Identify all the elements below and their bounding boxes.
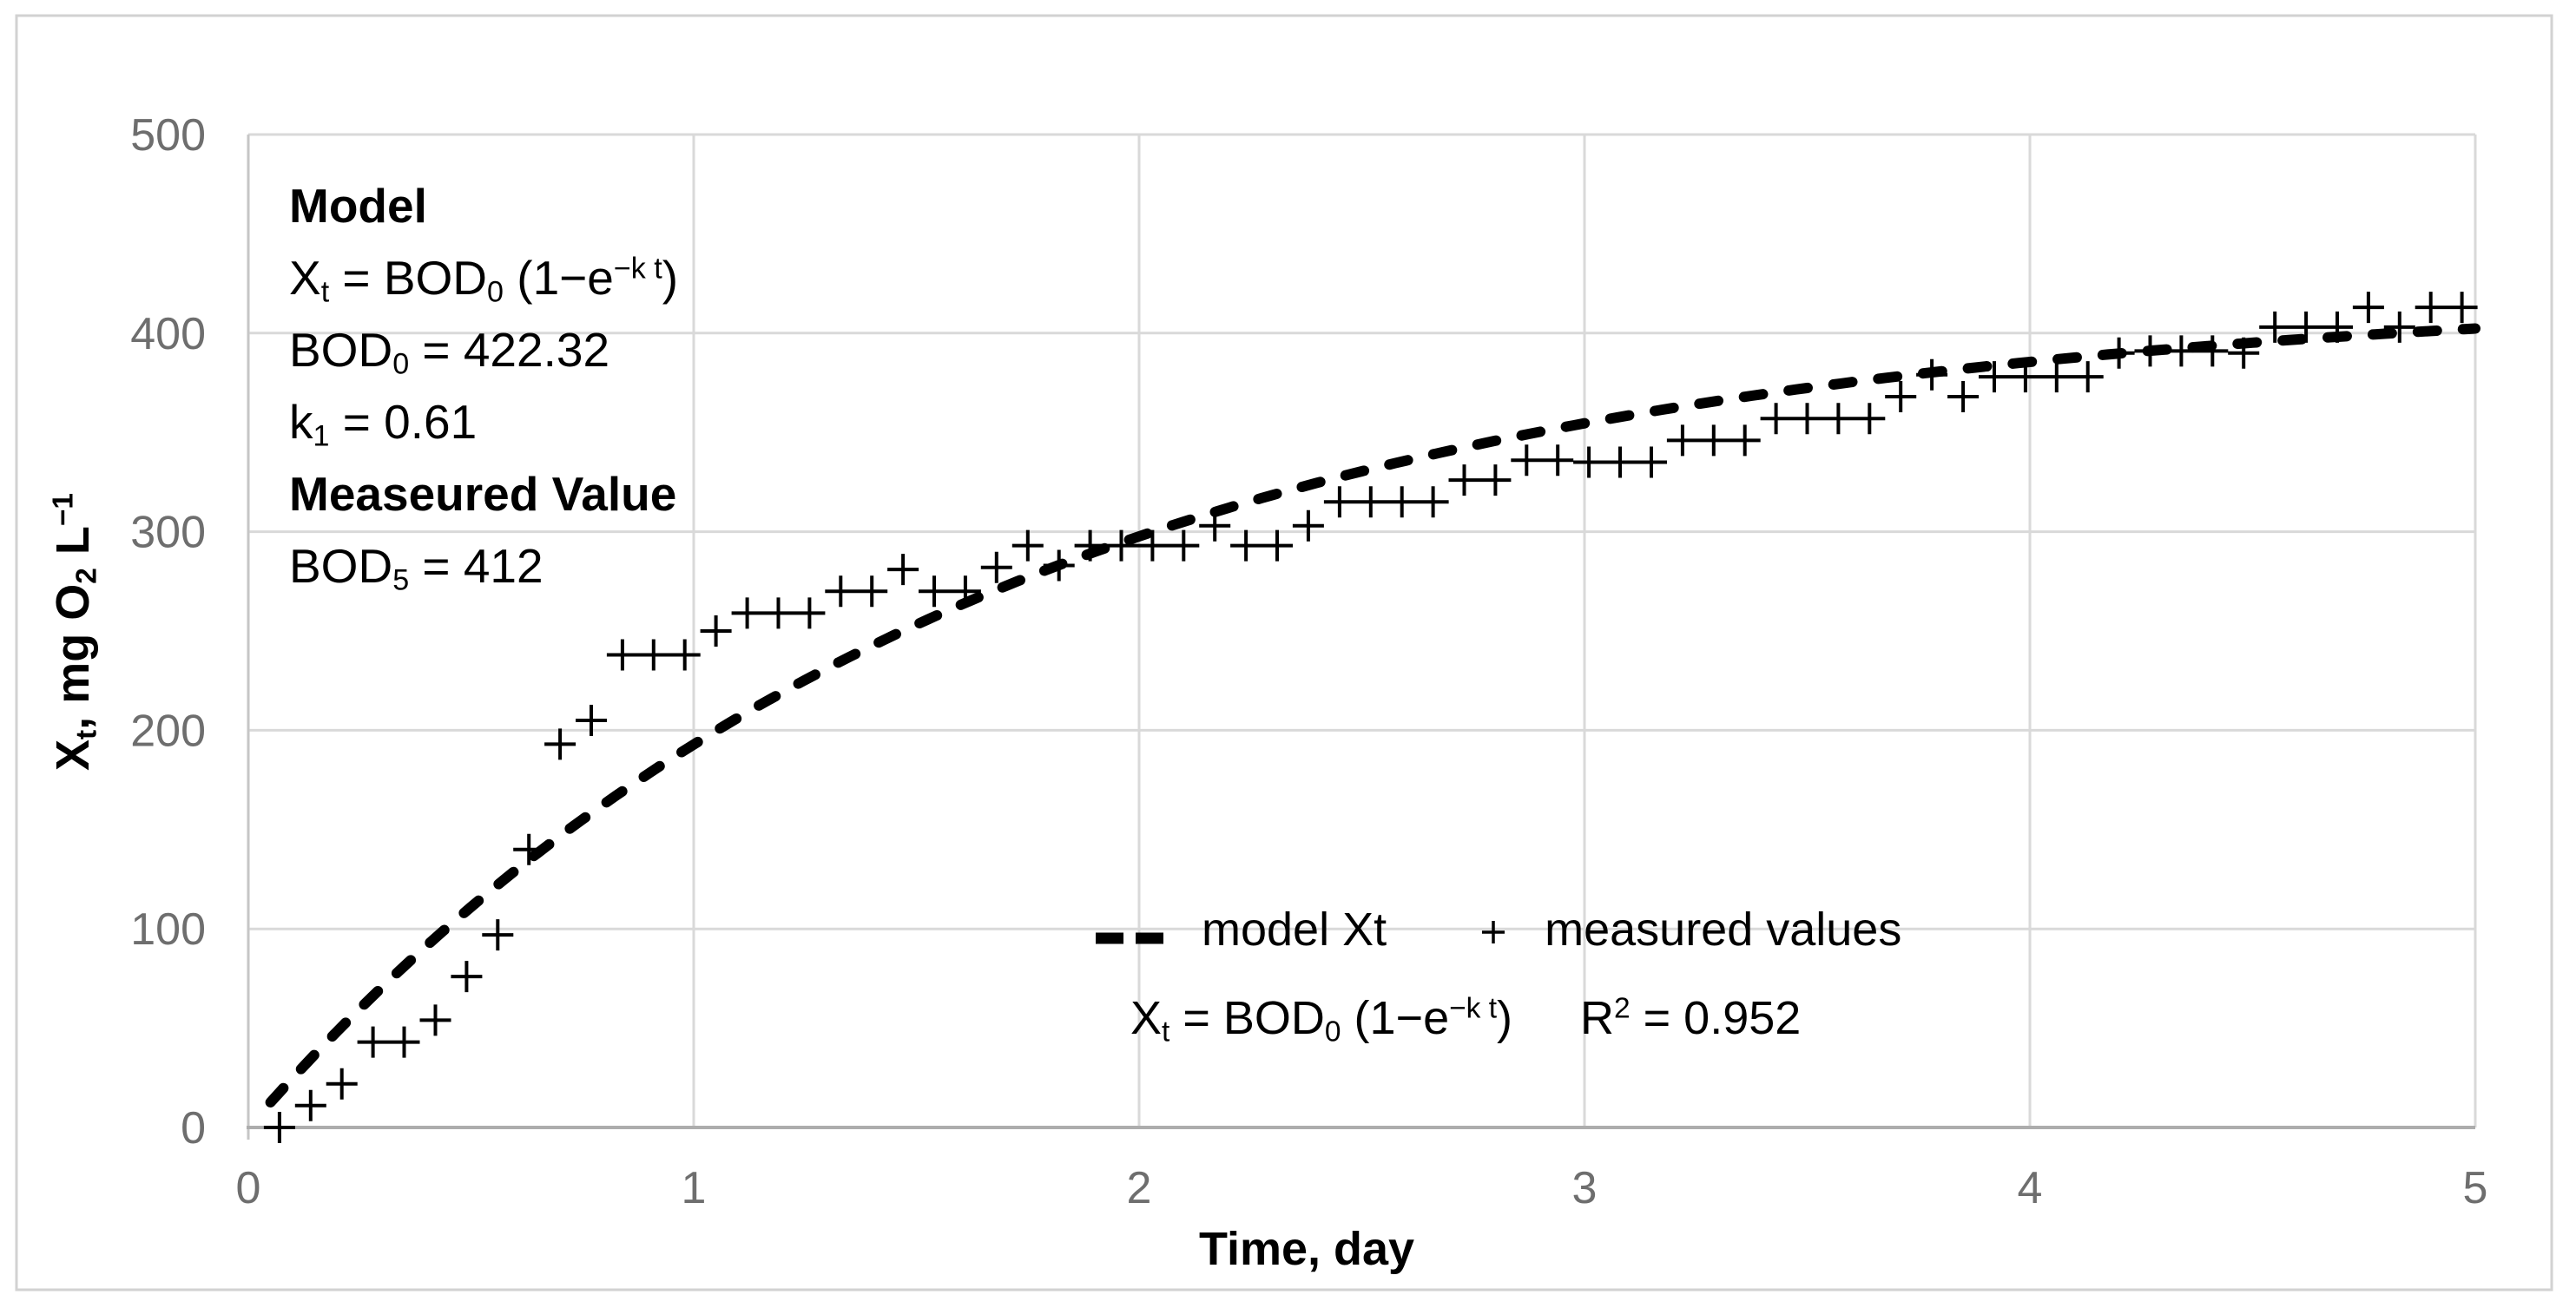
annotation-bod0-value: BOD0 = 422.32 [289,323,610,381]
annotation-k1-value: k1 = 0.61 [289,395,478,453]
legend-equation-row: Xt = BOD0 (1−e−k t) R2 = 0.952 [1130,991,1802,1048]
x-tick-label: 5 [2463,1163,2488,1213]
y-tick-label: 100 [130,904,206,955]
plus-marker-icon [1480,903,1506,956]
annotation-model-equation: Xt = BOD0 (1−e−k t) [289,251,679,309]
x-tick-label: 3 [1572,1163,1598,1213]
legend-item-model: model Xt [1096,903,1387,956]
legend-label-model: model Xt [1202,904,1387,956]
x-tick-label: 1 [682,1163,707,1213]
chart-legend: model Xt measured values [1096,903,1901,956]
legend-equation: Xt = BOD0 (1−e−k t) [1130,992,1512,1048]
figure-border [15,14,2553,1292]
measured-values-scatter-points [263,292,2478,1143]
dashed-line-icon [1096,903,1163,956]
annotation-model-header: Model [289,179,427,233]
annotation-bod5-value: BOD5 = 412 [289,539,544,597]
y-axis-title: Xt, mg O2 L−1 [47,493,103,771]
x-tick-label: 2 [1127,1163,1152,1213]
x-axis-title: Time, day [1198,1223,1415,1275]
y-tick-label: 400 [130,309,206,359]
legend-item-measured: measured values [1480,903,1901,956]
annotation-measured-header: Measeured Value [289,467,677,521]
x-tick-label: 0 [236,1163,261,1213]
y-tick-label: 500 [130,110,206,161]
x-tick-label: 4 [2018,1163,2043,1213]
legend-r-squared: R2 = 0.952 [1580,992,1802,1044]
model-annotation: Model Xt = BOD0 (1−e−k t) BOD0 = 422.32 … [289,170,678,602]
legend-label-measured: measured values [1545,904,1902,956]
y-tick-label: 200 [130,706,206,756]
y-tick-label: 0 [181,1103,206,1154]
y-tick-label: 300 [130,508,206,558]
